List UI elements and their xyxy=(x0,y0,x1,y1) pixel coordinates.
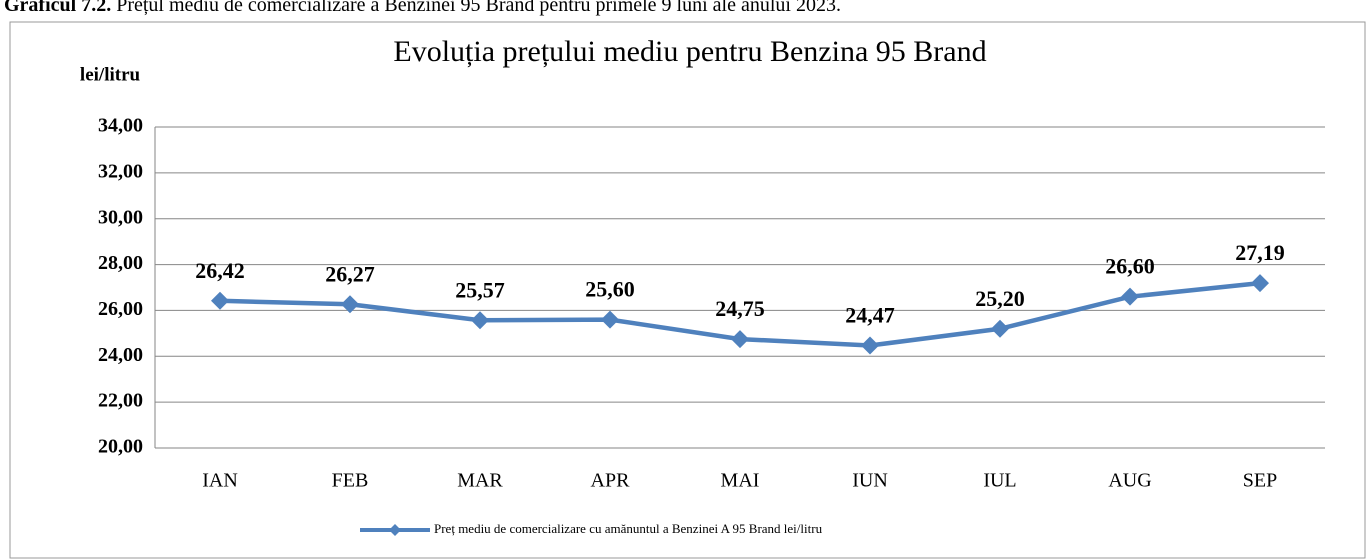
x-tick-label: SEP xyxy=(1243,470,1277,492)
legend-marker xyxy=(389,524,401,536)
chart-border xyxy=(9,21,1366,559)
point xyxy=(1251,274,1269,293)
x-tick-label: MAR xyxy=(457,470,503,492)
point xyxy=(341,295,359,314)
point xyxy=(1121,287,1139,306)
y-axis-label: lei/litru xyxy=(80,64,141,85)
y-tick-label: 30,00 xyxy=(98,206,143,228)
caption-label: Graficul 7.2. xyxy=(4,0,111,16)
data-label: 26,27 xyxy=(325,261,375,286)
y-tick-label: 24,00 xyxy=(98,344,143,366)
chart-title: Evoluția prețului mediu pentru Benzina 9… xyxy=(393,35,986,68)
point xyxy=(211,291,229,310)
data-label: 27,19 xyxy=(1235,240,1285,265)
x-tick-label: MAI xyxy=(721,470,760,492)
y-tick-label: 32,00 xyxy=(98,160,143,182)
caption-text: Prețul mediu de comercializare a Benzine… xyxy=(116,0,841,16)
x-tick-label: IUN xyxy=(852,470,888,492)
x-tick-label: APR xyxy=(591,470,631,492)
data-label: 24,47 xyxy=(845,303,895,328)
point xyxy=(991,319,1009,338)
point xyxy=(731,330,749,349)
data-label: 26,60 xyxy=(1105,254,1155,279)
x-tick-label: FEB xyxy=(332,470,369,492)
data-label: 25,57 xyxy=(455,277,505,302)
y-tick-label: 22,00 xyxy=(98,390,143,412)
y-tick-label: 20,00 xyxy=(98,436,143,458)
legend-label: Preț mediu de comercializare cu amănuntu… xyxy=(434,521,823,536)
x-tick-label: IAN xyxy=(202,470,238,492)
point xyxy=(471,311,489,330)
data-label: 24,75 xyxy=(715,296,765,321)
data-label: 25,20 xyxy=(975,286,1025,311)
point xyxy=(601,310,619,329)
x-tick-label: AUG xyxy=(1108,470,1151,492)
point xyxy=(861,336,879,355)
caption: Graficul 7.2. Prețul mediu de comerciali… xyxy=(4,0,841,16)
data-label: 26,42 xyxy=(195,258,245,283)
y-tick-label: 34,00 xyxy=(98,115,143,137)
y-tick-label: 28,00 xyxy=(98,252,143,274)
x-tick-label: IUL xyxy=(983,470,1016,492)
y-tick-label: 26,00 xyxy=(98,298,143,320)
data-label: 25,60 xyxy=(585,277,635,302)
